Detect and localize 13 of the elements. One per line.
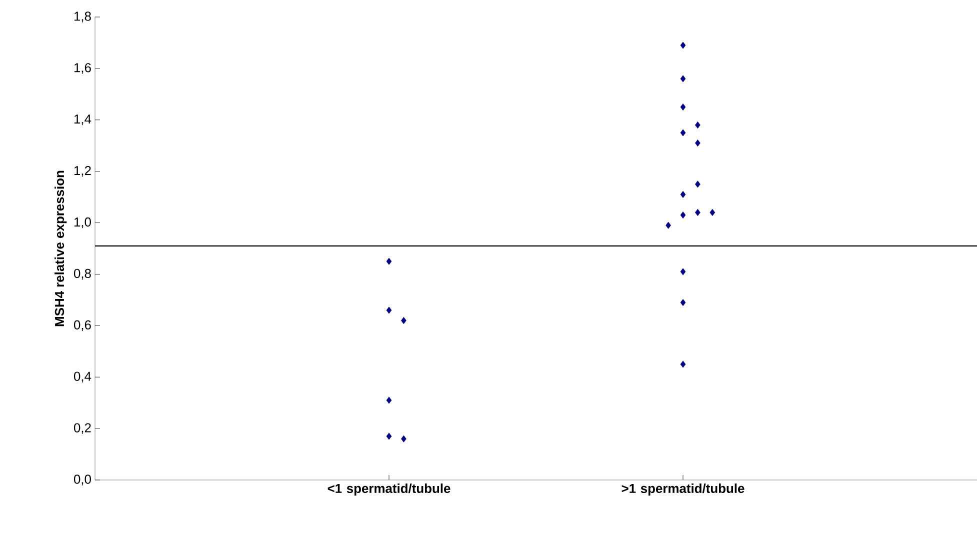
y-tick-label: 1,2 xyxy=(74,166,91,177)
y-tick-label: 0,2 xyxy=(74,423,91,434)
y-tick-label: 0,8 xyxy=(74,268,91,280)
y-tick-label: 1,8 xyxy=(74,12,91,22)
y-tick-label: 0,6 xyxy=(74,320,91,332)
x-tick-label: <1 spermatid/tubule xyxy=(328,484,450,496)
y-axis-title: MSH4 relative expression xyxy=(54,170,67,326)
y-tick-label: 1,6 xyxy=(74,63,91,74)
x-tick-label: >1 spermatid/tubule xyxy=(622,484,744,496)
y-tick-label: 0,4 xyxy=(74,372,92,382)
y-tick-label: 1,0 xyxy=(74,217,91,228)
y-tick-label: 0,0 xyxy=(74,474,91,486)
y-tick-label: 1,4 xyxy=(74,114,92,126)
